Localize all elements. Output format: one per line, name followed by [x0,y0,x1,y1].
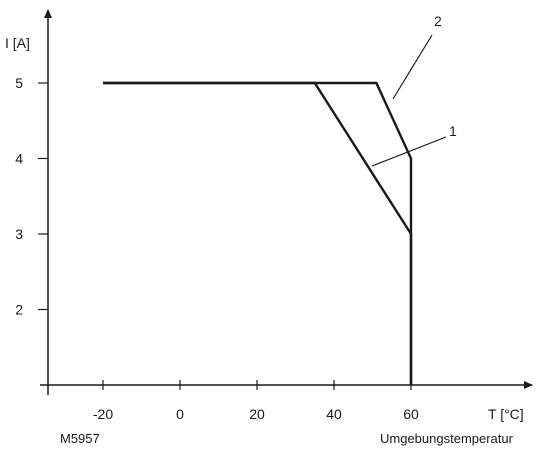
x-axis-title: T [°C] [488,406,524,422]
series-2-label: 2 [434,13,442,29]
y-axis-ticks: 2 3 4 5 [15,75,48,318]
series-1-leader [371,136,447,167]
x-tick-label: 20 [249,406,265,422]
y-axis-title: I [A] [5,35,30,51]
x-axis-ticks: -20 0 20 40 60 [93,380,419,422]
y-tick-label: 3 [15,226,23,242]
x-tick-label: 0 [176,406,184,422]
x-tick-label: -20 [93,406,113,422]
y-tick-label: 2 [15,302,23,318]
series-2-leader [392,34,433,100]
series-layer [103,81,413,385]
x-axis-caption: Umgebungstemperatur [380,431,514,446]
x-tick-label: 40 [326,406,342,422]
series-callouts: 12 [371,13,457,167]
x-tick-label: 60 [403,406,419,422]
series-1-line [103,81,413,385]
series-2-line [103,81,413,385]
y-tick-label: 5 [15,75,23,91]
figure-code: M5957 [60,431,100,446]
y-tick-label: 4 [15,151,23,167]
series-1-label: 1 [449,123,457,139]
